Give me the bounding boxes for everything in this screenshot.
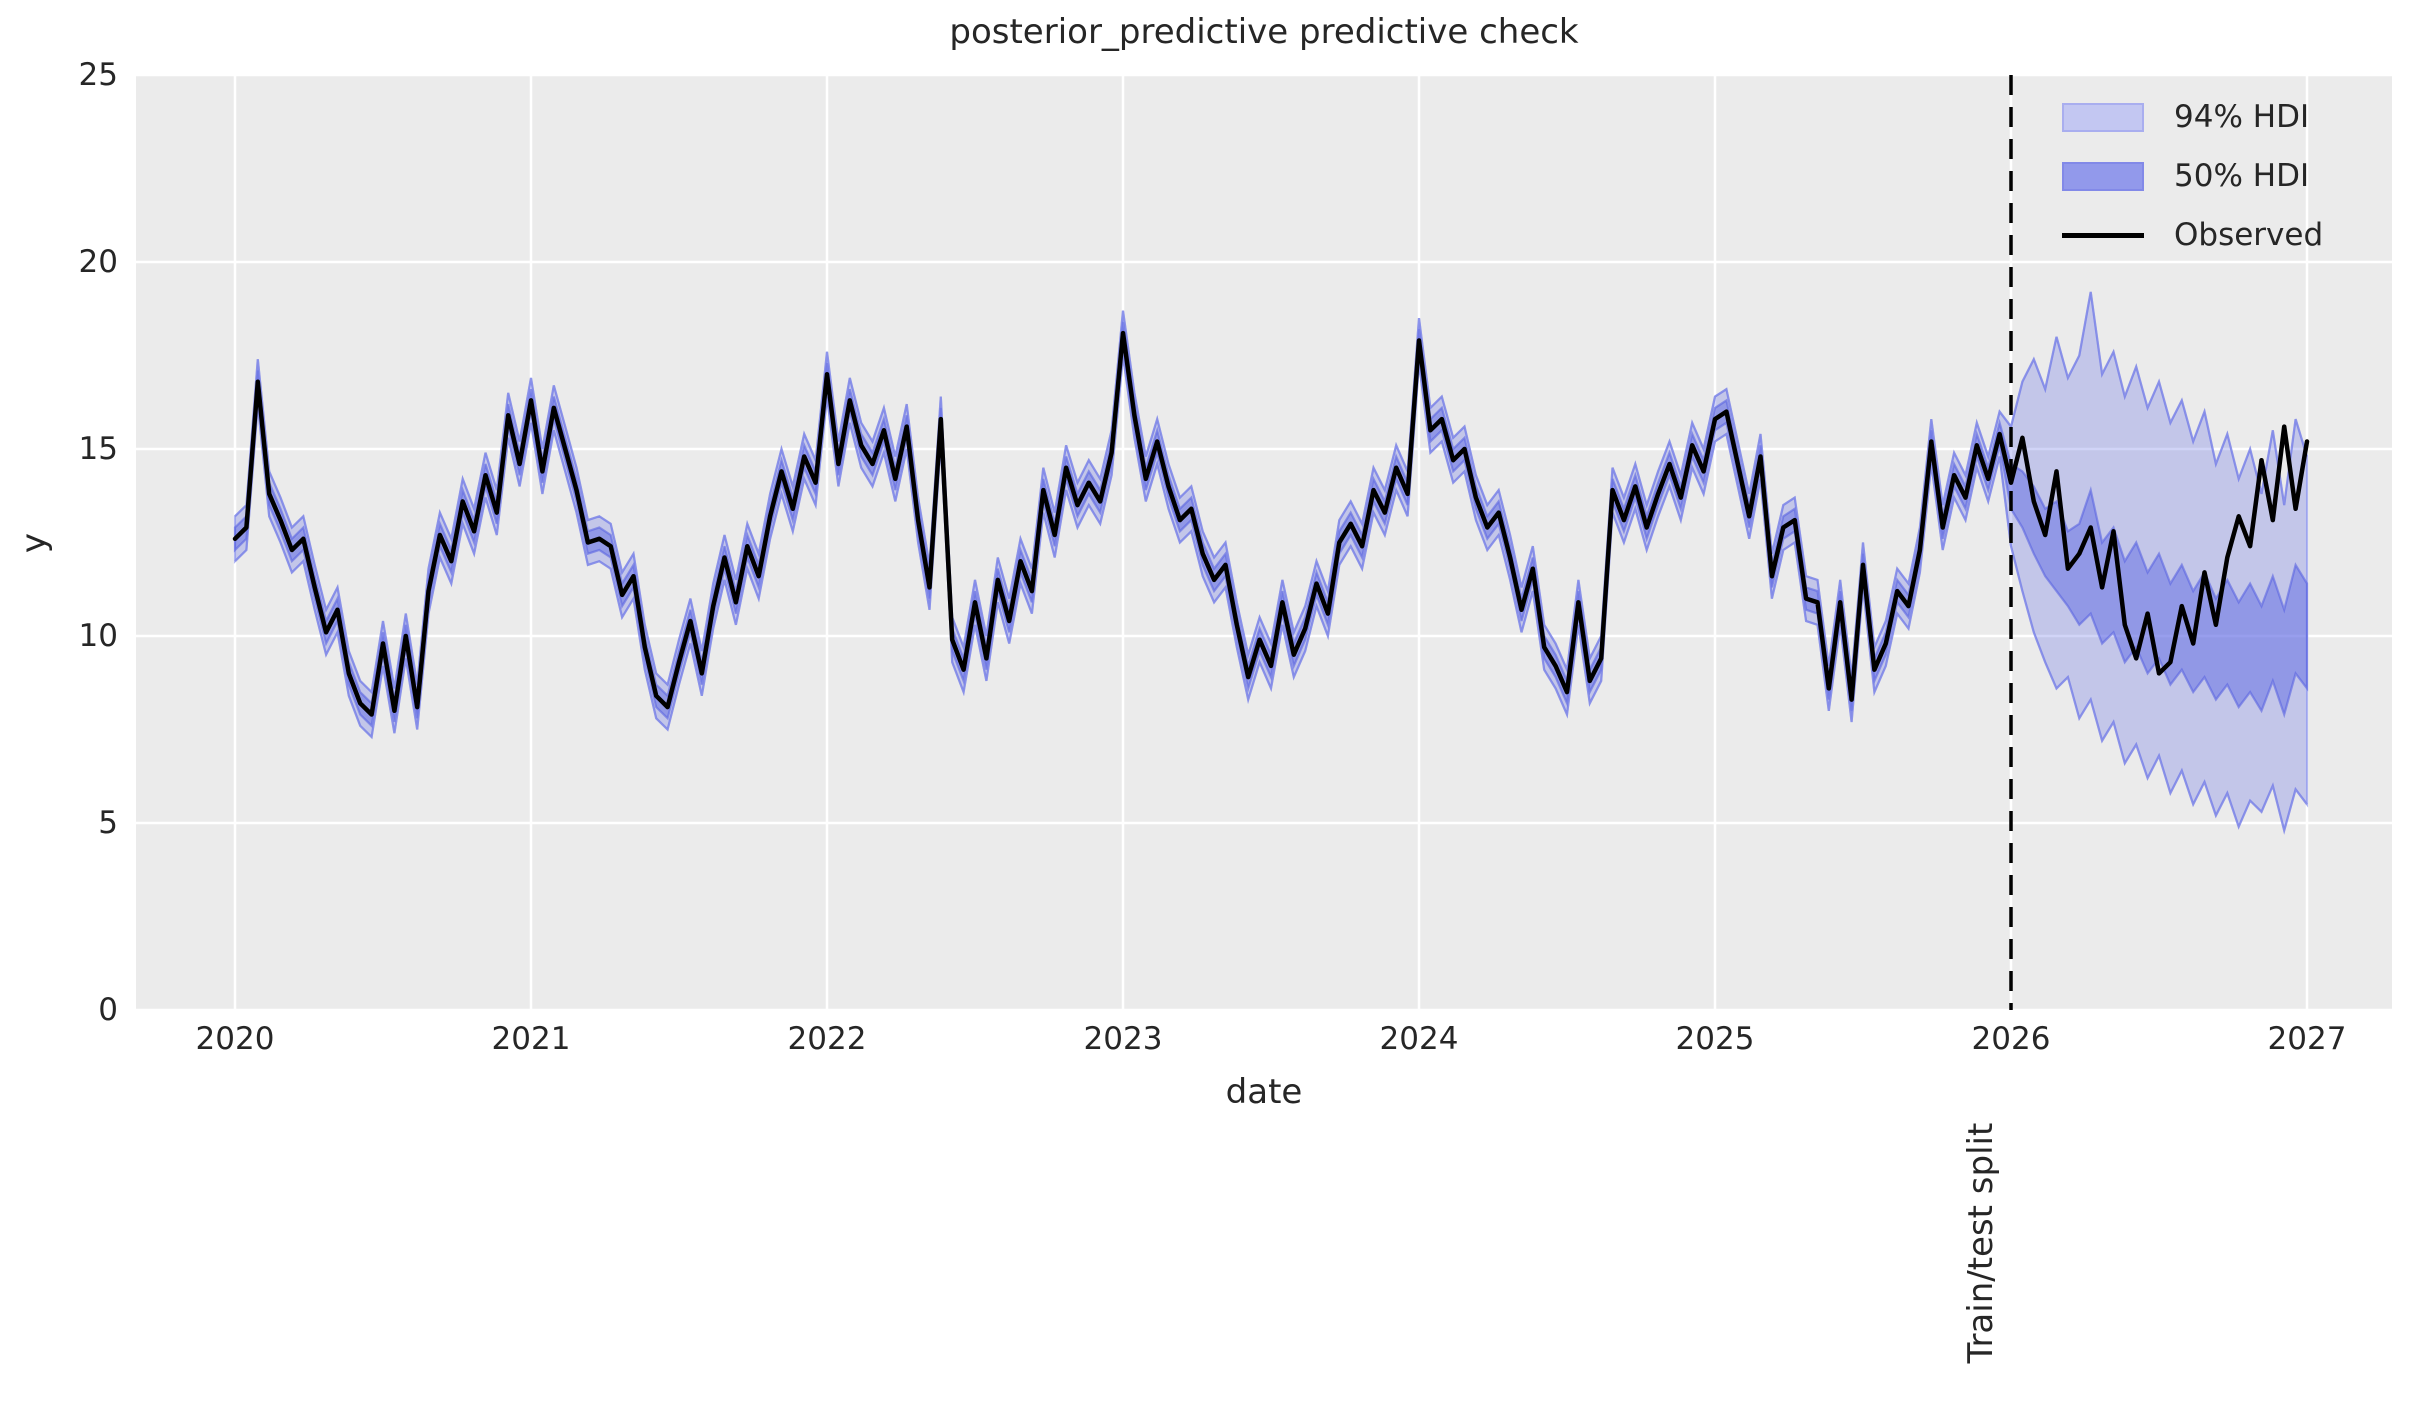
legend-label: 94% HDI: [2174, 99, 2310, 135]
hdi94-swatch-icon: [2062, 102, 2144, 132]
y-axis-label: y: [14, 532, 54, 554]
x-tick-label: 2021: [491, 1021, 571, 1057]
x-tick-label: 2023: [1083, 1021, 1163, 1057]
legend-entry-94-hdi: 94% HDI: [2062, 99, 2310, 135]
hdi50-swatch-icon: [2062, 161, 2144, 191]
y-tick-label: 0: [98, 992, 118, 1028]
plot-area: [136, 75, 2392, 1010]
y-tick-label: 20: [78, 244, 118, 280]
hdi94-lower-edge: [234, 355, 2308, 835]
y-tick-label: 15: [78, 431, 118, 467]
y-tick-label: 25: [78, 57, 118, 93]
legend-label: Observed: [2174, 217, 2324, 253]
legend-entry-50-hdi: 50% HDI: [2062, 158, 2310, 194]
train-test-split-label: Train/test split: [1961, 1122, 2001, 1364]
x-tick-label: 2027: [2267, 1021, 2347, 1057]
hdi94-upper-edge: [234, 291, 2309, 695]
observed-line: [232, 330, 2310, 717]
chart-title: posterior_predictive predictive check: [949, 12, 1579, 52]
x-tick-label: 2026: [1971, 1021, 2051, 1057]
legend-entry-observed: Observed: [2062, 217, 2324, 253]
y-tick-label: 5: [98, 805, 118, 841]
x-tick-label: 2024: [1379, 1021, 1459, 1057]
x-axis-label: date: [1225, 1072, 1303, 1112]
observed-line-swatch-icon: [2062, 232, 2144, 238]
x-tick-label: 2025: [1675, 1021, 1755, 1057]
x-tick-label: 2020: [195, 1021, 275, 1057]
legend-label: 50% HDI: [2174, 158, 2310, 194]
y-tick-label: 10: [78, 618, 118, 654]
x-tick-label: 2022: [787, 1021, 867, 1057]
